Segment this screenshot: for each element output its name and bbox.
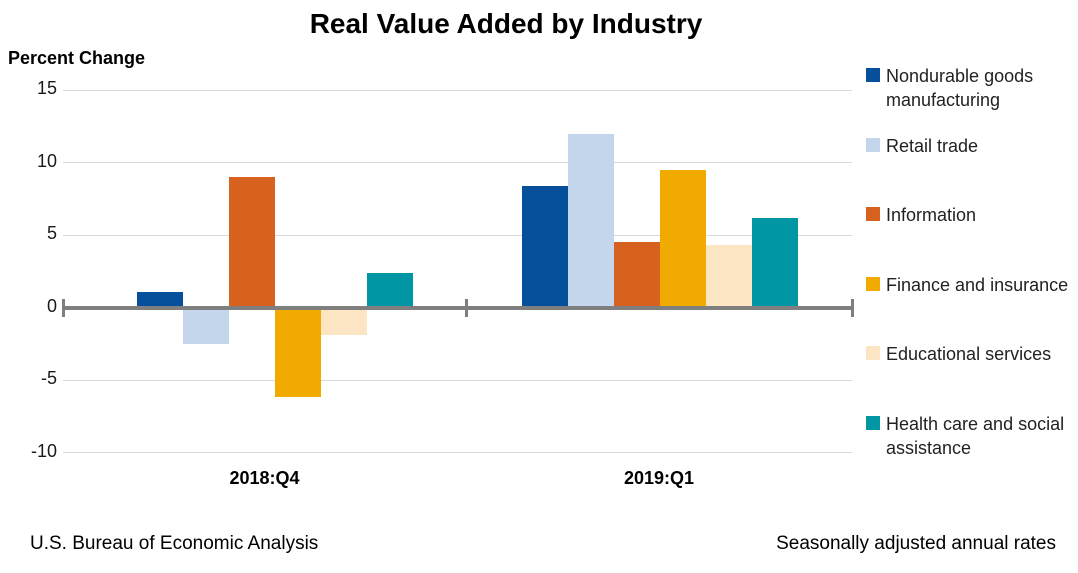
legend-item-information: Information [866, 203, 1078, 227]
x-category-label-2018-Q4: 2018:Q4 [229, 468, 300, 488]
legend-label: Retail trade [886, 135, 979, 156]
legend-item-retail-trade: Retail trade [866, 134, 1078, 158]
legend-label: Nondurable goods manufacturing [886, 66, 1034, 110]
gridline-10 [63, 162, 852, 163]
legend-swatch-icon [866, 137, 880, 152]
bar-nondurable-goods-manufacturing-2018-Q4 [137, 291, 183, 308]
gridline-15 [63, 89, 852, 91]
legend-label: Information [886, 205, 977, 226]
legend-label: Educational services [886, 344, 1052, 365]
bar-educational-services-2019-Q1 [705, 245, 752, 308]
y-axis-caption: Percent Change [8, 48, 146, 68]
bar-information-2019-Q1 [613, 242, 660, 308]
legend-item-educational-services: Educational services [866, 342, 1078, 366]
bar-health-care-and-social-assistance-2019-Q1 [751, 217, 798, 308]
axis-tick-2 [850, 298, 854, 317]
y-tick-label-10: 10 [36, 150, 57, 171]
chart-title: Real Value Added by Industry [309, 8, 703, 39]
x-category-label-2019-Q1: 2019:Q1 [623, 468, 695, 488]
bar-information-2018-Q4 [229, 177, 275, 308]
source-label: U.S. Bureau of Economic Analysis [30, 533, 319, 554]
gridline--10 [63, 452, 852, 453]
gridline--5 [63, 379, 852, 381]
y-tick-label--10: -10 [30, 440, 57, 461]
gridline-5 [63, 234, 852, 236]
axis-tick-1 [464, 298, 468, 317]
legend-swatch-icon [866, 346, 880, 361]
legend-item-finance-and-insurance: Finance and insurance [866, 273, 1078, 297]
bar-nondurable-goods-manufacturing-2019-Q1 [521, 185, 568, 308]
axis-tick-0 [61, 298, 65, 317]
legend-label: Finance and insurance [886, 274, 1069, 295]
legend-swatch-icon [866, 276, 880, 291]
legend-swatch-icon [866, 207, 880, 222]
legend-swatch-icon [866, 416, 880, 430]
y-tick-label-15: 15 [36, 78, 57, 98]
bar-health-care-and-social-assistance-2018-Q4 [367, 272, 413, 308]
y-tick-label-0: 0 [46, 295, 57, 316]
legend-swatch-icon [866, 68, 880, 82]
note-label: Seasonally adjusted annual rates [776, 533, 1056, 554]
bar-retail-trade-2019-Q1 [567, 133, 614, 308]
bar-educational-services-2018-Q4 [321, 307, 367, 336]
legend-item-health-care-and-social-assistance: Health care and social assistance [866, 412, 1078, 460]
bar-finance-and-insurance-2019-Q1 [659, 169, 706, 308]
y-tick-label-5: 5 [46, 223, 57, 243]
legend-item-nondurable-goods-manufacturing: Nondurable goods manufacturing [866, 64, 1078, 112]
legend-label: Health care and social assistance [886, 414, 1065, 458]
bar-finance-and-insurance-2018-Q4 [275, 307, 321, 398]
y-tick-label--5: -5 [40, 368, 57, 388]
zero-axis-line [63, 305, 852, 310]
bar-retail-trade-2018-Q4 [183, 307, 229, 344]
